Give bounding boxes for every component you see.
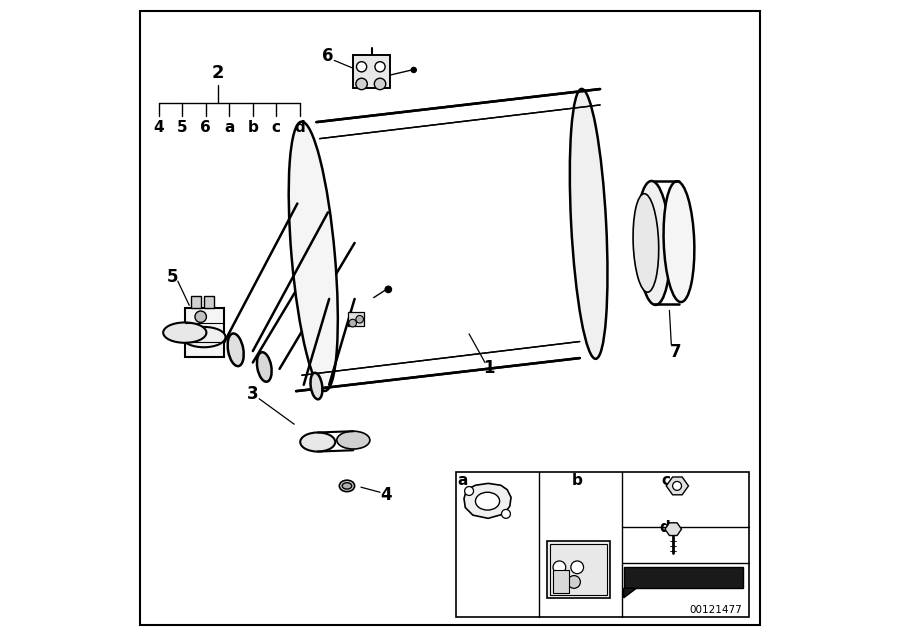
Bar xyxy=(550,544,608,595)
Circle shape xyxy=(356,62,366,72)
Text: 7: 7 xyxy=(670,343,681,361)
Ellipse shape xyxy=(228,333,244,366)
Text: 6: 6 xyxy=(322,47,334,65)
Bar xyxy=(354,55,391,88)
Circle shape xyxy=(553,561,566,574)
Text: a: a xyxy=(457,473,468,488)
Circle shape xyxy=(349,319,356,327)
Bar xyxy=(546,541,610,598)
Circle shape xyxy=(501,509,510,518)
Text: 5: 5 xyxy=(177,120,187,135)
Circle shape xyxy=(672,481,681,490)
Circle shape xyxy=(411,67,417,73)
Polygon shape xyxy=(666,477,688,495)
Bar xyxy=(553,570,569,593)
Circle shape xyxy=(195,311,206,322)
Polygon shape xyxy=(317,89,600,391)
Bar xyxy=(348,312,364,326)
Polygon shape xyxy=(464,483,511,518)
Text: 4: 4 xyxy=(381,486,392,504)
Text: 6: 6 xyxy=(201,120,212,135)
Ellipse shape xyxy=(339,480,355,492)
Ellipse shape xyxy=(289,121,338,391)
Ellipse shape xyxy=(663,181,695,302)
Ellipse shape xyxy=(301,432,335,452)
Circle shape xyxy=(356,315,364,323)
Circle shape xyxy=(374,78,386,90)
Bar xyxy=(191,296,202,308)
Text: 2: 2 xyxy=(212,64,224,82)
Text: b: b xyxy=(248,120,258,135)
Ellipse shape xyxy=(633,194,659,292)
Text: d: d xyxy=(660,520,670,536)
Ellipse shape xyxy=(337,431,370,449)
Circle shape xyxy=(385,286,392,293)
Polygon shape xyxy=(624,588,636,598)
Bar xyxy=(456,472,749,617)
Polygon shape xyxy=(665,523,681,536)
Ellipse shape xyxy=(163,322,206,343)
Circle shape xyxy=(356,78,367,90)
Text: d: d xyxy=(294,120,305,135)
Ellipse shape xyxy=(256,352,272,382)
Text: a: a xyxy=(224,120,235,135)
Circle shape xyxy=(375,62,385,72)
Ellipse shape xyxy=(342,483,352,489)
Circle shape xyxy=(464,487,473,495)
Text: 3: 3 xyxy=(247,385,258,403)
Bar xyxy=(204,296,214,308)
Text: c: c xyxy=(272,120,281,135)
Text: 00121477: 00121477 xyxy=(689,605,742,615)
Text: b: b xyxy=(572,473,582,488)
Text: c: c xyxy=(662,473,670,488)
Ellipse shape xyxy=(310,373,322,399)
Text: 1: 1 xyxy=(483,359,495,377)
Ellipse shape xyxy=(637,181,670,305)
Ellipse shape xyxy=(475,492,500,510)
Text: 5: 5 xyxy=(167,268,178,286)
Circle shape xyxy=(571,561,583,574)
Polygon shape xyxy=(624,567,742,588)
Bar xyxy=(184,308,223,357)
Ellipse shape xyxy=(570,89,608,359)
Ellipse shape xyxy=(182,327,226,347)
Bar xyxy=(354,55,391,88)
Text: 4: 4 xyxy=(153,120,164,135)
Circle shape xyxy=(568,576,580,588)
